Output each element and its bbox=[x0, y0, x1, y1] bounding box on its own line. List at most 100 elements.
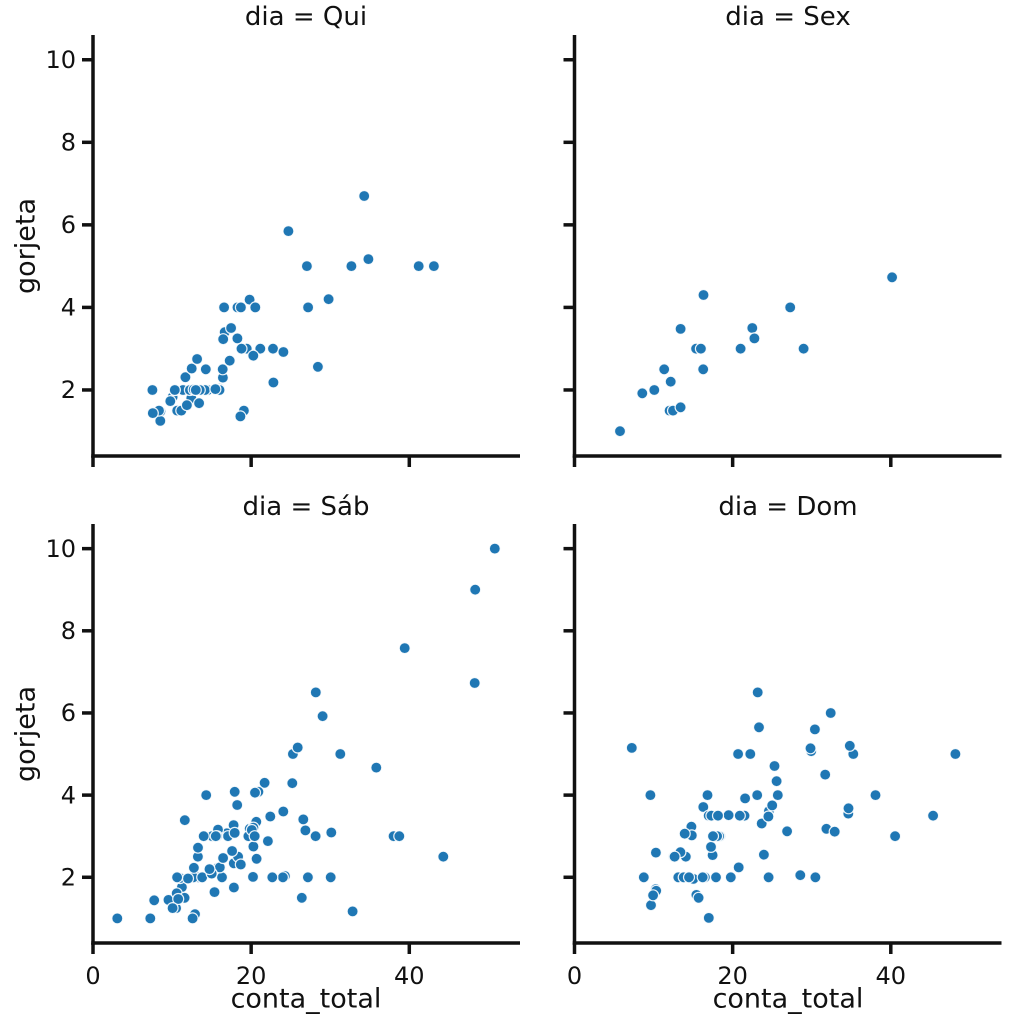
y-tick-label: 4 bbox=[61, 781, 76, 809]
data-point bbox=[648, 383, 661, 397]
data-point bbox=[208, 885, 221, 899]
data-point bbox=[664, 375, 677, 388]
data-point bbox=[797, 342, 810, 355]
x-tick-label: 20 bbox=[236, 962, 267, 990]
data-point bbox=[734, 342, 747, 355]
data-point bbox=[231, 332, 244, 345]
data-point bbox=[809, 871, 822, 884]
data-point bbox=[225, 321, 238, 335]
data-point bbox=[209, 830, 222, 843]
data-point bbox=[186, 912, 199, 925]
data-point bbox=[261, 834, 274, 848]
data-point bbox=[181, 872, 195, 885]
data-point bbox=[828, 825, 841, 838]
data-point bbox=[301, 871, 314, 884]
data-point bbox=[949, 747, 962, 761]
data-point bbox=[264, 810, 277, 823]
data-point bbox=[179, 371, 192, 384]
data-point bbox=[227, 881, 240, 894]
data-point bbox=[824, 706, 837, 720]
x-tick-label: 40 bbox=[394, 962, 425, 990]
data-point bbox=[748, 332, 761, 345]
data-point bbox=[704, 840, 718, 854]
data-point bbox=[746, 321, 759, 335]
data-point bbox=[804, 742, 817, 755]
facet-title-dom: dia = Dom bbox=[718, 492, 858, 522]
data-point bbox=[794, 869, 807, 882]
data-point bbox=[187, 861, 200, 874]
y-tick-label: 8 bbox=[61, 128, 76, 156]
data-point bbox=[711, 809, 725, 822]
data-point bbox=[166, 901, 179, 915]
data-point bbox=[297, 813, 310, 826]
y-tick-label: 4 bbox=[61, 294, 76, 322]
data-point bbox=[216, 363, 229, 376]
data-point bbox=[309, 686, 322, 699]
data-point bbox=[295, 891, 308, 904]
data-point bbox=[427, 260, 440, 273]
data-point bbox=[146, 383, 159, 397]
data-point bbox=[869, 788, 882, 802]
data-point bbox=[731, 747, 745, 761]
data-point bbox=[706, 830, 720, 843]
data-point bbox=[733, 809, 746, 822]
data-point bbox=[322, 293, 335, 306]
data-point bbox=[668, 850, 681, 863]
data-point bbox=[762, 871, 775, 884]
data-point bbox=[762, 810, 775, 823]
data-point bbox=[771, 788, 784, 802]
data-point bbox=[266, 871, 279, 884]
data-point bbox=[702, 911, 715, 925]
data-point bbox=[146, 407, 159, 420]
data-point bbox=[209, 383, 222, 396]
data-point bbox=[701, 788, 714, 802]
data-point bbox=[722, 809, 735, 822]
data-point bbox=[488, 542, 501, 555]
data-point bbox=[334, 747, 347, 761]
data-point bbox=[757, 848, 771, 861]
data-point bbox=[346, 905, 359, 918]
data-point bbox=[217, 851, 230, 865]
data-point bbox=[200, 788, 213, 802]
data-point bbox=[191, 841, 205, 854]
facet-title-sex: dia = Sex bbox=[725, 2, 851, 32]
data-point bbox=[302, 301, 315, 314]
data-point bbox=[697, 363, 710, 376]
data-point bbox=[732, 861, 745, 874]
y-tick-label: 6 bbox=[61, 699, 76, 727]
x-axis-label-col2: conta_total bbox=[712, 983, 864, 1015]
data-point bbox=[709, 871, 723, 884]
data-point bbox=[751, 686, 764, 699]
data-point bbox=[682, 871, 696, 884]
data-point bbox=[218, 301, 231, 314]
y-axis-label-row2: gorjeta bbox=[10, 685, 42, 783]
data-point bbox=[324, 871, 337, 884]
data-point bbox=[249, 301, 262, 314]
data-point bbox=[277, 345, 290, 359]
data-point bbox=[111, 912, 124, 925]
data-point bbox=[311, 360, 324, 373]
data-point bbox=[246, 870, 260, 884]
data-point bbox=[217, 333, 230, 346]
data-point bbox=[888, 830, 902, 843]
data-point bbox=[291, 741, 304, 754]
data-point bbox=[228, 785, 241, 798]
data-point bbox=[247, 840, 260, 853]
facet-title-qui: dia = Qui bbox=[244, 2, 368, 32]
y-axis-label-row1: gorjeta bbox=[10, 197, 42, 295]
data-point bbox=[658, 363, 671, 376]
data-point bbox=[234, 301, 247, 314]
data-point bbox=[808, 723, 822, 736]
data-point bbox=[250, 852, 263, 865]
data-point bbox=[780, 825, 794, 838]
data-point bbox=[234, 410, 247, 423]
data-point bbox=[299, 824, 312, 837]
data-point bbox=[180, 399, 193, 412]
data-point bbox=[358, 189, 371, 203]
x-tick-label: 0 bbox=[85, 962, 100, 990]
data-point bbox=[770, 775, 783, 788]
data-point bbox=[752, 721, 766, 734]
data-point bbox=[300, 260, 313, 273]
data-point bbox=[258, 776, 271, 789]
data-point bbox=[193, 397, 206, 410]
